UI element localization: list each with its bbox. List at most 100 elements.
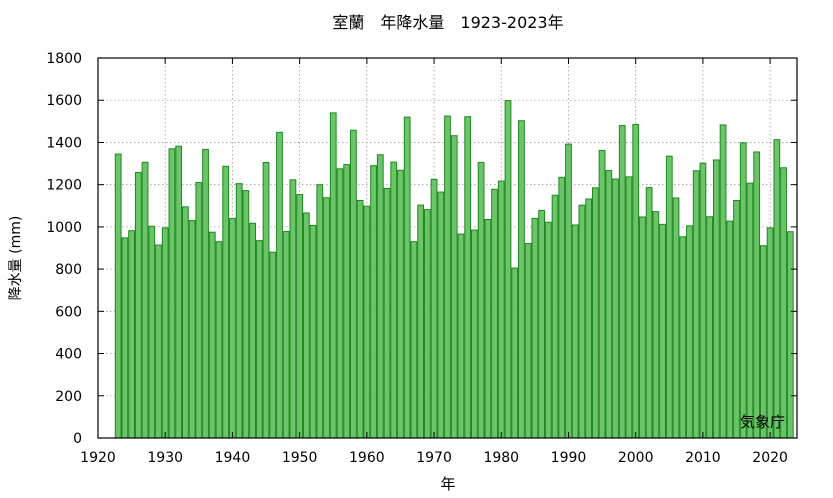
bar-1988 bbox=[551, 194, 559, 439]
bar-1985 bbox=[531, 217, 539, 439]
bar-1974 bbox=[457, 233, 465, 439]
x-tick-label: 1930 bbox=[147, 450, 183, 466]
bar-2022 bbox=[780, 167, 787, 439]
bar-1995 bbox=[598, 149, 606, 439]
bar-1942 bbox=[242, 190, 250, 439]
bar-1925 bbox=[128, 230, 135, 439]
bar-1927 bbox=[141, 161, 149, 439]
x-tick-label: 1990 bbox=[551, 450, 587, 466]
bar-1945 bbox=[262, 162, 270, 439]
bar-1987 bbox=[544, 221, 552, 439]
bar-2013 bbox=[719, 124, 727, 439]
x-tick-label: 1920 bbox=[80, 450, 116, 466]
bar-1978 bbox=[484, 219, 492, 439]
bar-1932 bbox=[175, 145, 183, 439]
bar-1965 bbox=[397, 169, 404, 439]
bar-1939 bbox=[222, 165, 230, 439]
y-tick-label: 0 bbox=[73, 431, 82, 447]
bar-1973 bbox=[450, 135, 458, 439]
bar-2002 bbox=[645, 187, 653, 439]
bar-1947 bbox=[276, 131, 283, 439]
bar-2005 bbox=[665, 155, 673, 439]
x-tick-label: 2020 bbox=[752, 450, 788, 466]
bar-1982 bbox=[511, 267, 519, 439]
y-tick-label: 200 bbox=[55, 389, 82, 405]
bar-2001 bbox=[639, 216, 646, 439]
chart-title: 室蘭 年降水量 1923-2023年 bbox=[332, 13, 563, 32]
bar-1949 bbox=[289, 179, 297, 439]
plot-frame bbox=[97, 57, 798, 439]
bar-1940 bbox=[229, 217, 236, 439]
bar-1994 bbox=[591, 187, 599, 439]
bar-2011 bbox=[706, 216, 714, 439]
bar-2016 bbox=[739, 142, 747, 439]
bar-1980 bbox=[497, 180, 505, 439]
bar-1986 bbox=[538, 209, 545, 439]
bar-2000 bbox=[632, 124, 640, 439]
bar-1964 bbox=[390, 161, 398, 439]
bar-1958 bbox=[350, 129, 357, 439]
bar-1970 bbox=[430, 178, 438, 439]
bar-1944 bbox=[255, 240, 263, 439]
bar-1943 bbox=[249, 222, 256, 439]
bar-1957 bbox=[343, 164, 351, 439]
bar-1953 bbox=[316, 184, 324, 439]
bars bbox=[114, 100, 794, 439]
y-tick-label: 1600 bbox=[46, 93, 82, 109]
bar-1924 bbox=[121, 237, 129, 439]
bar-2006 bbox=[672, 197, 680, 439]
bar-1941 bbox=[235, 183, 243, 439]
y-tick-label: 400 bbox=[55, 347, 82, 363]
bar-1976 bbox=[470, 229, 478, 439]
bar-2012 bbox=[712, 159, 720, 439]
x-tick-label: 1970 bbox=[416, 450, 452, 466]
bar-1990 bbox=[565, 143, 572, 439]
bar-1969 bbox=[423, 209, 431, 439]
bar-2003 bbox=[652, 211, 660, 439]
bar-1937 bbox=[208, 231, 216, 439]
bar-1951 bbox=[302, 212, 310, 439]
bar-1963 bbox=[383, 187, 391, 439]
bar-2017 bbox=[746, 182, 754, 439]
x-axis-ticks: 1920 1930 1940 1950 1960 1970 1980 1990 2000 2010… bbox=[80, 58, 788, 466]
bar-1962 bbox=[376, 154, 384, 439]
bar-1946 bbox=[269, 251, 277, 439]
source-label: 気象庁 bbox=[740, 413, 785, 431]
bar-1926 bbox=[134, 171, 142, 439]
bar-1983 bbox=[518, 120, 525, 439]
y-tick-label: 1200 bbox=[46, 178, 82, 194]
x-tick-label: 2000 bbox=[618, 450, 654, 466]
x-tick-label: 1950 bbox=[282, 450, 318, 466]
bar-1981 bbox=[504, 100, 512, 439]
bar-1954 bbox=[323, 197, 330, 439]
y-tick-label: 600 bbox=[55, 304, 82, 320]
bar-1979 bbox=[491, 188, 498, 439]
bar-2015 bbox=[733, 200, 740, 439]
bar-2008 bbox=[686, 225, 693, 439]
bar-1952 bbox=[309, 224, 317, 439]
x-tick-label: 2010 bbox=[685, 450, 721, 466]
bar-1975 bbox=[464, 116, 472, 439]
bar-1997 bbox=[612, 178, 619, 439]
x-tick-label: 1960 bbox=[349, 450, 385, 466]
bar-2009 bbox=[692, 170, 700, 439]
bar-1999 bbox=[625, 176, 633, 439]
bar-1960 bbox=[363, 205, 371, 439]
bar-1948 bbox=[282, 231, 290, 439]
bar-1934 bbox=[188, 220, 196, 439]
bar-1998 bbox=[618, 125, 626, 439]
bar-2020 bbox=[766, 227, 774, 439]
bar-1938 bbox=[215, 241, 223, 439]
y-tick-label: 1000 bbox=[46, 220, 82, 236]
bar-1968 bbox=[417, 204, 425, 439]
bar-1993 bbox=[585, 198, 593, 439]
bar-1967 bbox=[410, 241, 418, 439]
y-tick-label: 1800 bbox=[46, 51, 82, 67]
y-axis-ticks: 0 200 400 600 800 1000 1200 1400 1600 1800 bbox=[46, 51, 797, 447]
y-axis-label: 降水量 (mm) bbox=[8, 216, 24, 301]
bar-2023 bbox=[786, 231, 794, 439]
bar-1930 bbox=[161, 227, 169, 439]
bar-2019 bbox=[760, 245, 767, 439]
bar-2021 bbox=[773, 139, 781, 439]
